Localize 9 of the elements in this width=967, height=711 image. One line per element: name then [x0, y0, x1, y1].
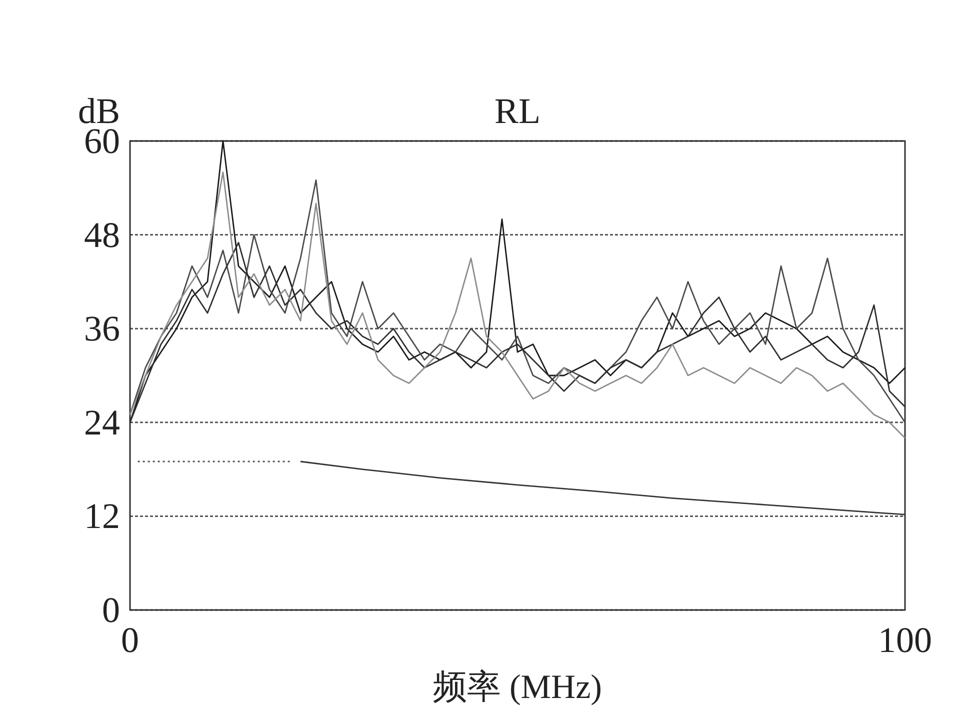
ytick: 24	[84, 402, 120, 442]
xtick: 0	[121, 620, 139, 660]
ytick: 0	[102, 590, 120, 630]
ytick: 48	[84, 214, 120, 255]
title: RL	[494, 91, 540, 131]
xtick: 100	[878, 620, 932, 660]
xlabel: 频率 (MHz)	[432, 669, 602, 706]
ytick: 12	[84, 496, 120, 536]
ytick: 36	[84, 308, 120, 349]
